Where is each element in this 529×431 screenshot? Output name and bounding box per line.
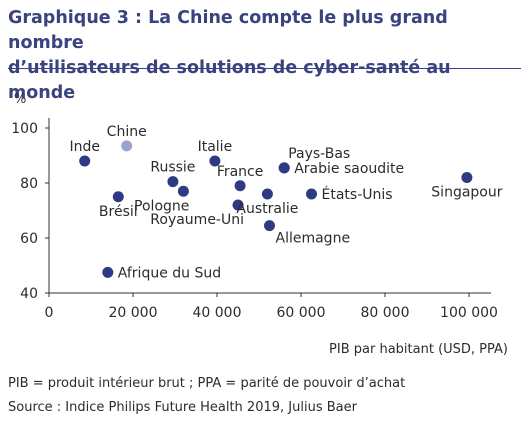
data-point xyxy=(121,140,133,152)
y-tick-label: 80 xyxy=(20,176,38,192)
data-point-label: Afrique du Sud xyxy=(118,265,221,281)
footnote-abbreviations: PIB = produit intérieur brut ; PPA = par… xyxy=(8,376,406,391)
data-point-label: Russie xyxy=(150,160,195,176)
data-point xyxy=(102,266,114,278)
data-point-label: Brésil xyxy=(99,204,138,220)
y-tick-label: 60 xyxy=(20,231,38,247)
data-point-label: Allemagne xyxy=(276,231,351,247)
data-point-label: Chine xyxy=(107,124,147,140)
title-divider xyxy=(8,68,521,69)
data-point xyxy=(112,191,124,203)
footnote-source: Source : Indice Philips Future Health 20… xyxy=(8,400,357,415)
data-point-label: Singapour xyxy=(431,185,502,201)
data-point-label: France xyxy=(217,164,264,180)
data-point xyxy=(278,162,290,174)
data-point xyxy=(261,188,273,200)
x-tick-label: 100 000 xyxy=(440,305,498,321)
data-point-label: États-Unis xyxy=(322,186,393,203)
data-point-label: Pays-Bas xyxy=(288,146,350,162)
data-point-label: Arabie saoudite xyxy=(294,161,404,177)
y-tick-label: 40 xyxy=(20,286,38,302)
x-tick-label: 40 000 xyxy=(193,305,242,321)
data-point xyxy=(232,199,244,211)
data-point-label: Inde xyxy=(69,139,100,155)
data-point xyxy=(461,172,473,183)
y-axis-label: % xyxy=(14,92,26,107)
x-tick-label: 0 xyxy=(45,305,54,321)
data-point-label: Pologne xyxy=(134,198,189,214)
chart-title-line-1: Graphique 3 : La Chine compte le plus gr… xyxy=(8,8,448,53)
data-point xyxy=(167,176,179,188)
x-tick-label: 80 000 xyxy=(361,305,410,321)
data-point-label: Royaume-Uni xyxy=(150,212,244,228)
data-point xyxy=(264,220,275,232)
data-point xyxy=(177,185,189,197)
data-point xyxy=(306,188,317,200)
data-point xyxy=(79,155,91,167)
data-point xyxy=(234,180,246,192)
data-point-label: Australie xyxy=(236,201,298,217)
x-axis-label: PIB par habitant (USD, PPA) xyxy=(329,342,508,357)
x-tick-label: 60 000 xyxy=(277,305,326,321)
data-point xyxy=(209,155,221,167)
x-tick-label: 20 000 xyxy=(109,305,158,321)
data-point-label: Italie xyxy=(198,139,233,155)
y-tick-label: 100 xyxy=(11,121,38,137)
